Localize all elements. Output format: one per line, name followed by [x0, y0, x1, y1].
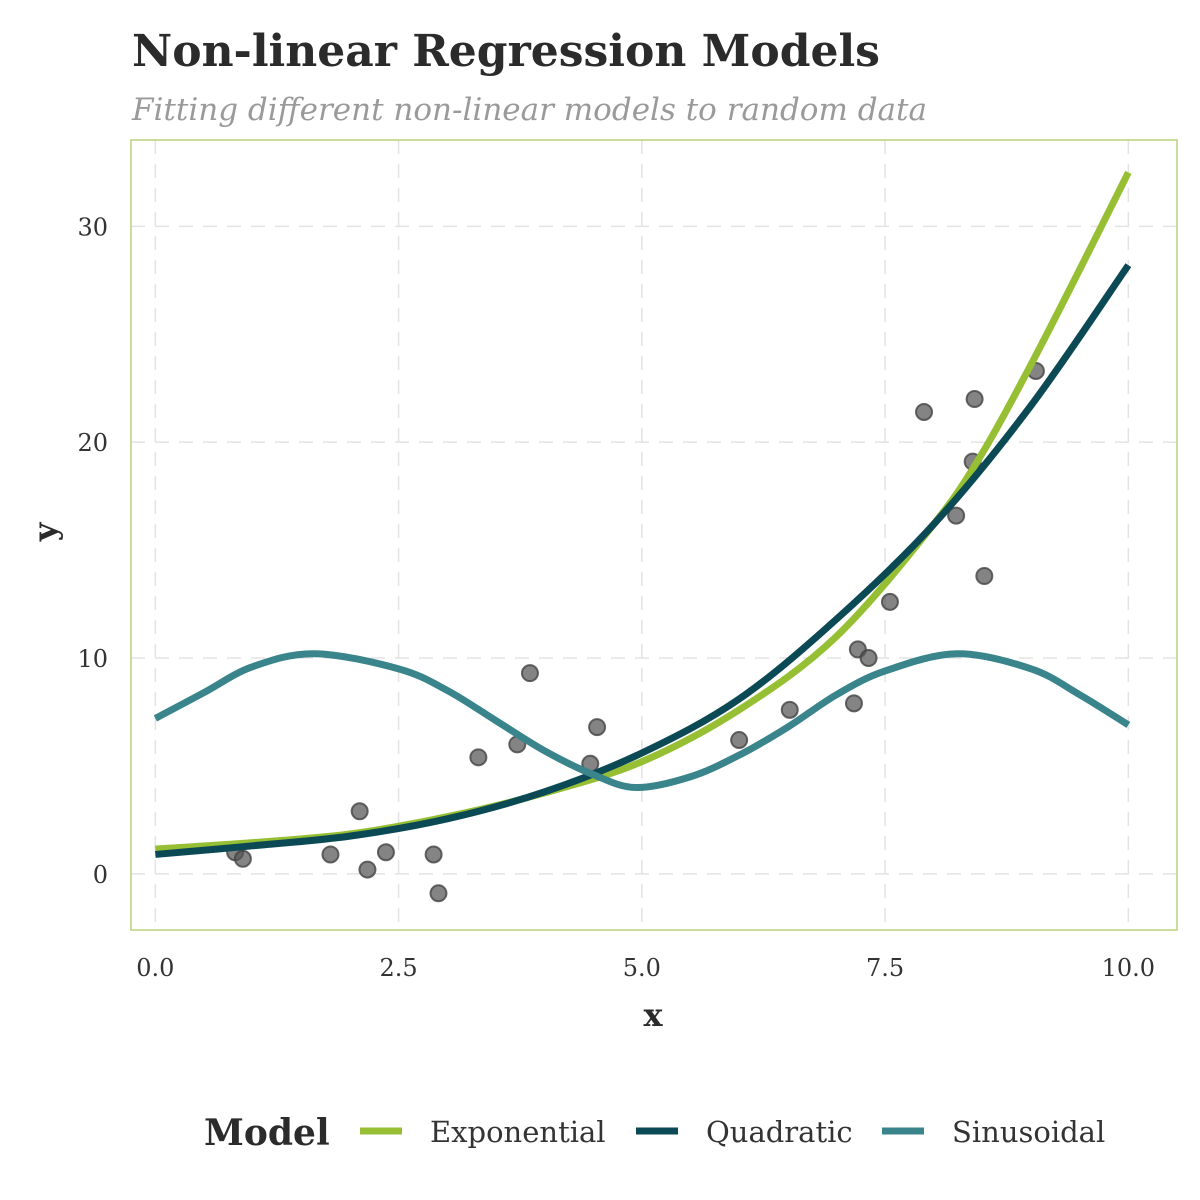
legend-item-quadratic: Quadratic	[636, 1115, 853, 1149]
chart-subtitle: Fitting different non-linear models to r…	[131, 92, 927, 128]
x-tick-label: 2.5	[379, 954, 417, 982]
chart-title: Non-linear Regression Models	[132, 26, 880, 77]
data-point	[376, 843, 395, 862]
data-point	[520, 664, 539, 683]
legend-title: Model	[204, 1112, 330, 1154]
legend-label: Quadratic	[706, 1115, 853, 1149]
legend-label: Exponential	[430, 1115, 606, 1149]
legend-label: Sinusoidal	[952, 1115, 1105, 1149]
legend: Model Exponential Quadratic Sinusoidal	[204, 1112, 1105, 1154]
data-point	[358, 860, 377, 879]
x-axis-ticks: 0.0 2.5 5.0 7.5 10.0	[136, 954, 1155, 982]
legend-item-sinusoidal: Sinusoidal	[882, 1115, 1105, 1149]
data-point	[780, 700, 799, 719]
data-point	[588, 718, 607, 737]
plot-panel	[130, 139, 1178, 931]
y-axis-ticks: 0 10 20 30	[77, 213, 108, 889]
data-point	[965, 390, 984, 409]
y-tick-label: 0	[93, 861, 108, 889]
y-axis-title: y	[26, 521, 64, 542]
data-point	[844, 694, 863, 713]
data-point	[321, 845, 340, 864]
series-line-sinusoidal	[153, 650, 1131, 792]
data-point	[975, 567, 994, 586]
grid	[131, 140, 1177, 930]
legend-item-exponential: Exponential	[360, 1115, 606, 1149]
data-point	[880, 592, 899, 611]
x-tick-label: 5.0	[623, 954, 661, 982]
data-points	[226, 361, 1045, 903]
x-tick-label: 0.0	[136, 954, 174, 982]
data-point	[350, 802, 369, 821]
data-point	[947, 506, 966, 525]
data-point	[730, 731, 749, 750]
series-line-quadratic	[155, 263, 1132, 858]
y-tick-label: 10	[77, 645, 108, 673]
x-tick-label: 7.5	[866, 954, 904, 982]
data-point	[469, 748, 488, 767]
y-tick-label: 20	[77, 429, 108, 457]
data-point	[915, 402, 934, 421]
x-tick-label: 10.0	[1102, 954, 1155, 982]
data-point	[859, 649, 878, 668]
data-point	[233, 849, 252, 868]
y-tick-label: 30	[77, 213, 108, 241]
model-lines	[153, 170, 1132, 858]
data-point	[429, 884, 448, 903]
data-point	[424, 845, 443, 864]
x-axis-title: x	[643, 996, 663, 1034]
